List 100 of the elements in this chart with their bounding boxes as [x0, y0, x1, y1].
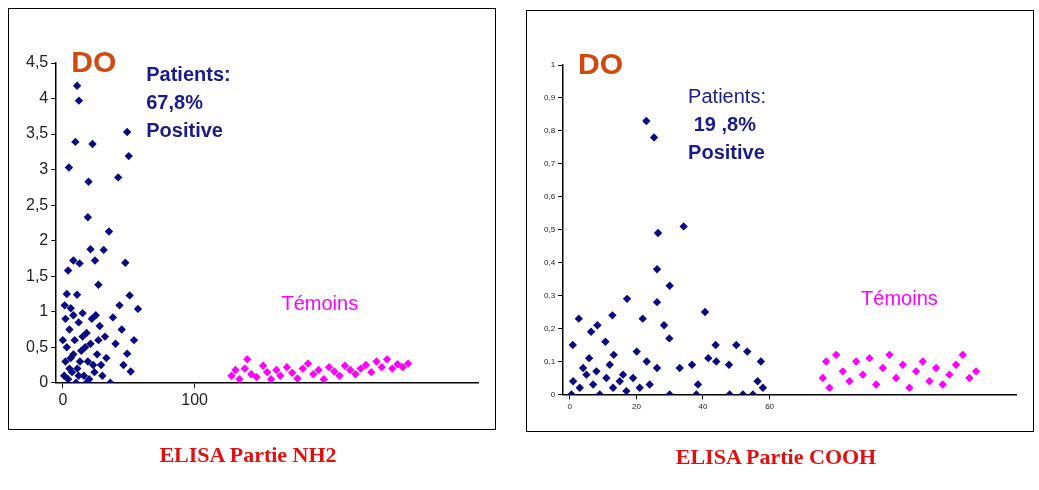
point [743, 347, 752, 356]
y-tick-label: 3,5 [25, 124, 49, 142]
point [700, 307, 710, 317]
point [609, 350, 618, 360]
point [711, 340, 720, 350]
point [885, 350, 894, 360]
point [825, 383, 834, 393]
x-tick-label: 60 [765, 402, 775, 412]
point [911, 367, 921, 376]
annotation: Patients: 19 ,8% Positive [688, 84, 766, 163]
point [240, 364, 249, 373]
point [361, 360, 371, 370]
point [282, 362, 292, 372]
y-tick-label: 1 [39, 302, 49, 320]
point [898, 360, 907, 369]
point [918, 357, 927, 366]
point [335, 371, 344, 380]
y-tick-label: 0,4 [544, 257, 556, 267]
y-tick-label: 0,9 [544, 93, 556, 103]
point [618, 370, 628, 379]
x-tick-label: 0 [567, 402, 573, 412]
point [592, 367, 601, 376]
point [652, 265, 662, 274]
point [652, 363, 662, 373]
y-tick-label: 0,2 [544, 323, 556, 333]
point [675, 363, 684, 373]
point [858, 370, 868, 379]
point [756, 357, 766, 366]
point [393, 360, 402, 369]
point [724, 360, 734, 369]
x-tick-label: 40 [698, 402, 708, 412]
point [838, 367, 848, 376]
x-tick-label: 20 [631, 402, 642, 412]
text: Témoins [861, 287, 938, 310]
point [377, 362, 386, 372]
point [679, 222, 688, 231]
point [372, 357, 381, 366]
point [303, 359, 313, 368]
point [382, 355, 392, 364]
y-tick-label: 0,5 [25, 337, 49, 355]
point [568, 340, 577, 350]
point [345, 365, 355, 375]
point [971, 367, 981, 376]
point [586, 327, 596, 337]
point [403, 359, 413, 368]
y-tick-label: 2 [39, 231, 49, 249]
text: Témoins [281, 291, 359, 314]
point [891, 373, 901, 383]
point [588, 380, 598, 389]
x-tick-label: 100 [181, 390, 209, 408]
point [632, 347, 641, 356]
y-tick-label: 1,5 [25, 266, 49, 284]
point [398, 362, 408, 372]
point [314, 365, 323, 375]
point [758, 383, 768, 393]
point [653, 228, 663, 238]
point [649, 133, 659, 142]
x-tick-label: 0 [58, 390, 68, 408]
point [601, 337, 610, 346]
point [931, 363, 941, 373]
point [818, 373, 828, 383]
point [871, 380, 881, 389]
point [642, 116, 651, 126]
point [753, 377, 762, 386]
point [865, 353, 874, 363]
point [309, 370, 318, 379]
point [293, 374, 302, 383]
point [367, 367, 376, 377]
y-tick-label: 2,5 [25, 195, 49, 213]
point [356, 364, 365, 373]
point [659, 321, 669, 330]
text: ELISA Partie NH2 [158, 442, 338, 468]
point [652, 297, 662, 307]
point [687, 360, 697, 369]
point [851, 357, 861, 366]
point [584, 353, 594, 363]
point [388, 364, 397, 373]
point [593, 321, 602, 330]
point [704, 353, 713, 363]
y-tick-label: 0 [39, 373, 49, 391]
y-axis-title: DO [71, 45, 117, 79]
point [693, 380, 703, 389]
y-axis-title: DO [578, 47, 624, 81]
point [638, 314, 647, 323]
point [276, 371, 285, 380]
point [965, 373, 974, 383]
point [628, 373, 638, 383]
point [319, 375, 328, 383]
point [665, 281, 674, 290]
point [351, 370, 360, 379]
y-tick-label: 0,8 [544, 126, 556, 136]
point [575, 383, 584, 393]
point [608, 311, 617, 320]
point [642, 357, 651, 366]
point [324, 362, 334, 372]
point [608, 383, 618, 393]
point [821, 357, 831, 366]
point [227, 371, 236, 380]
point [645, 380, 654, 389]
point [905, 383, 914, 393]
